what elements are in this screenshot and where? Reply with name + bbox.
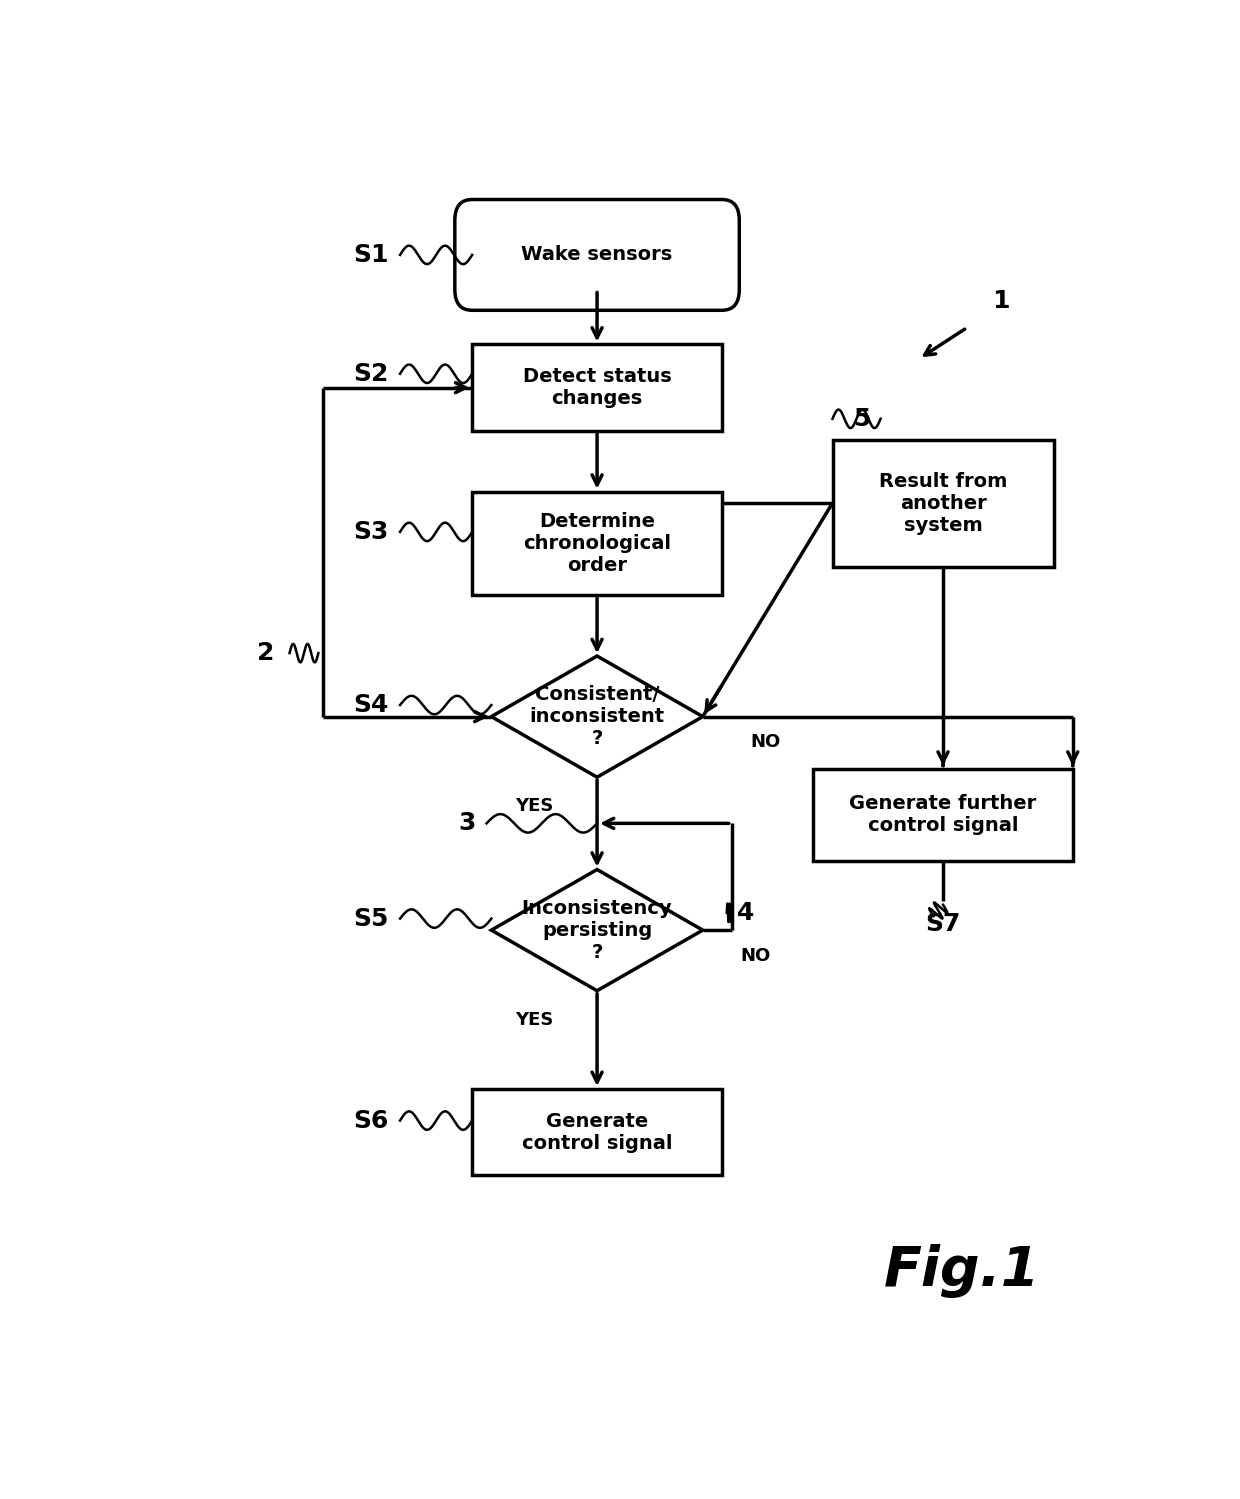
Text: NO: NO	[740, 946, 771, 964]
Text: S6: S6	[353, 1109, 389, 1133]
Polygon shape	[491, 657, 703, 776]
Text: NO: NO	[750, 733, 780, 751]
Text: S3: S3	[353, 520, 389, 544]
Text: 1: 1	[992, 289, 1009, 313]
Text: Inconsistency
persisting
?: Inconsistency persisting ?	[522, 898, 672, 962]
Text: 4: 4	[738, 901, 755, 925]
Text: Wake sensors: Wake sensors	[522, 246, 672, 264]
Text: YES: YES	[516, 797, 554, 815]
Text: Detect status
changes: Detect status changes	[523, 367, 671, 408]
Bar	[832, 439, 1054, 567]
Polygon shape	[491, 869, 703, 991]
Text: S4: S4	[353, 693, 389, 717]
Text: 3: 3	[459, 811, 476, 835]
FancyBboxPatch shape	[455, 199, 739, 310]
Text: S5: S5	[353, 907, 389, 931]
Bar	[472, 492, 722, 595]
Bar	[472, 345, 722, 430]
Text: 2: 2	[257, 642, 274, 666]
Text: S7: S7	[925, 913, 961, 937]
Text: YES: YES	[516, 1010, 554, 1028]
Text: S2: S2	[353, 361, 389, 385]
Text: Result from
another
system: Result from another system	[879, 472, 1007, 535]
Bar	[813, 769, 1073, 860]
Text: 5: 5	[853, 406, 870, 430]
Text: S1: S1	[353, 243, 389, 267]
Text: Determine
chronological
order: Determine chronological order	[523, 513, 671, 576]
Text: Fig.1: Fig.1	[884, 1244, 1040, 1298]
Text: Generate
control signal: Generate control signal	[522, 1112, 672, 1153]
Bar	[472, 1088, 722, 1175]
Text: Consistent/
inconsistent
?: Consistent/ inconsistent ?	[529, 685, 665, 748]
Text: Generate further
control signal: Generate further control signal	[849, 794, 1037, 835]
